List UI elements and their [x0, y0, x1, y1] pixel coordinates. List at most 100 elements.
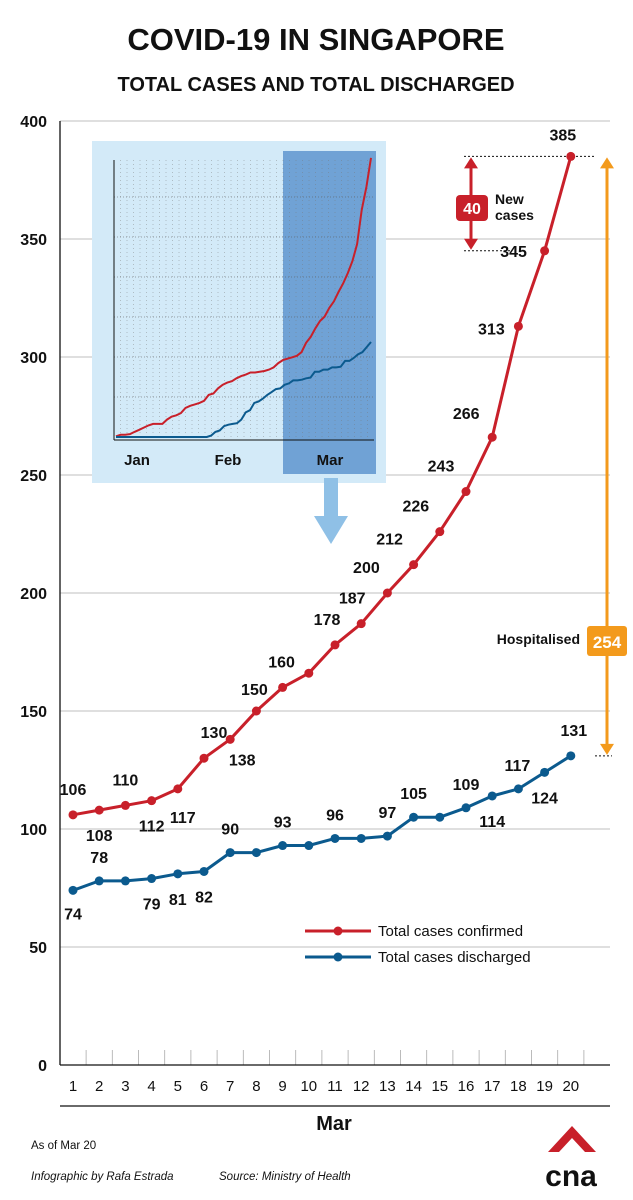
x-tick-label: 12 [353, 1078, 370, 1095]
logo-text: cna [545, 1160, 597, 1193]
legend: Total cases confirmed Total cases dischar… [305, 923, 531, 966]
x-tick-label: 10 [300, 1078, 317, 1095]
data-point [461, 803, 471, 813]
data-point [94, 876, 104, 886]
data-point [147, 874, 157, 884]
x-tick-label: 5 [174, 1078, 182, 1095]
y-tick-label: 350 [20, 232, 47, 249]
y-tick-label: 50 [29, 940, 47, 957]
data-label: 82 [195, 889, 213, 906]
data-label: 79 [143, 897, 161, 914]
data-point [278, 841, 288, 851]
hospitalised-arrow-down-icon [600, 743, 614, 755]
inset-x-tick-label: Mar [317, 452, 344, 469]
y-tick-label: 250 [20, 468, 47, 485]
data-label: 345 [500, 244, 527, 261]
data-point [566, 151, 576, 161]
series-line [72, 155, 573, 817]
y-tick-label: 300 [20, 350, 47, 367]
data-label: 110 [112, 772, 138, 789]
data-label: 106 [60, 782, 87, 799]
data-point [120, 876, 130, 886]
hospitalised-value: 254 [593, 633, 622, 652]
data-label: 138 [229, 752, 256, 769]
data-label: 200 [353, 560, 380, 577]
data-point [304, 668, 314, 678]
data-point [487, 432, 497, 442]
new-cases-value: 40 [463, 201, 481, 218]
inset-highlight-march [283, 151, 376, 474]
x-tick-label: 15 [431, 1078, 448, 1095]
hospitalised-badge [587, 626, 627, 656]
data-label: 96 [326, 807, 344, 824]
data-point [513, 784, 523, 794]
data-point [540, 767, 550, 777]
data-label: 313 [478, 321, 505, 338]
data-label: 160 [268, 654, 295, 671]
x-tick-label: 16 [458, 1078, 475, 1095]
x-tick-label: 4 [147, 1078, 155, 1095]
y-tick-label: 0 [38, 1058, 47, 1075]
new-cases-arrow-down-icon [464, 238, 478, 250]
data-label: 97 [379, 805, 397, 822]
logo-mark-icon [548, 1126, 596, 1152]
data-point [225, 734, 235, 744]
data-label: 117 [170, 810, 196, 827]
data-point [304, 841, 314, 851]
x-tick-label: 13 [379, 1078, 396, 1095]
x-tick-label: 18 [510, 1078, 527, 1095]
data-label: 130 [201, 725, 228, 742]
data-label: 124 [531, 790, 558, 807]
x-tick-label: 14 [405, 1078, 422, 1095]
chart-subtitle: TOTAL CASES AND TOTAL DISCHARGED [117, 74, 514, 96]
data-point [513, 321, 523, 331]
data-point [251, 706, 261, 716]
y-tick-label: 400 [20, 114, 47, 131]
data-label: 212 [376, 532, 403, 549]
data-point [382, 831, 392, 841]
data-label: 187 [339, 591, 366, 608]
legend-label: Total cases discharged [378, 949, 531, 966]
data-label: 105 [400, 786, 427, 803]
data-label: 150 [241, 682, 268, 699]
data-label: 178 [314, 612, 341, 629]
y-tick-label: 100 [20, 822, 47, 839]
inset-x-tick-label: Jan [124, 452, 150, 469]
x-tick-label: 11 [327, 1078, 343, 1095]
data-point [330, 640, 340, 650]
new-cases-arrow-up-icon [464, 157, 478, 169]
hospitalised-label: Hospitalised [497, 631, 580, 647]
x-tick-label: 3 [121, 1078, 129, 1095]
series [68, 151, 576, 895]
cna-logo: cna [545, 1126, 597, 1193]
legend-marker [333, 926, 343, 936]
data-point [540, 246, 550, 256]
inset-series-line [116, 341, 372, 438]
new-cases-badge [456, 195, 488, 221]
data-point [225, 848, 235, 858]
y-tick-label: 150 [20, 704, 47, 721]
credit: Infographic by Rafa Estrada [31, 1171, 174, 1183]
data-label: 78 [90, 850, 108, 867]
data-point [199, 866, 209, 876]
data-point [461, 487, 471, 497]
data-point [435, 812, 445, 822]
data-point [356, 833, 366, 843]
data-label: 81 [169, 892, 187, 909]
inset-down-arrow-icon [314, 478, 348, 544]
data-point [330, 833, 340, 843]
data-point [120, 800, 130, 810]
data-label: 266 [453, 406, 480, 423]
x-axis-title: Mar [316, 1113, 352, 1135]
x-tick-label: 2 [95, 1078, 103, 1095]
chart-title: COVID-19 IN SINGAPORE [127, 22, 504, 57]
data-point [409, 560, 419, 570]
data-label: 117 [504, 758, 530, 775]
data-label: 114 [479, 814, 505, 831]
data-label: 243 [428, 459, 455, 476]
data-point [251, 848, 261, 858]
data-point [94, 805, 104, 815]
